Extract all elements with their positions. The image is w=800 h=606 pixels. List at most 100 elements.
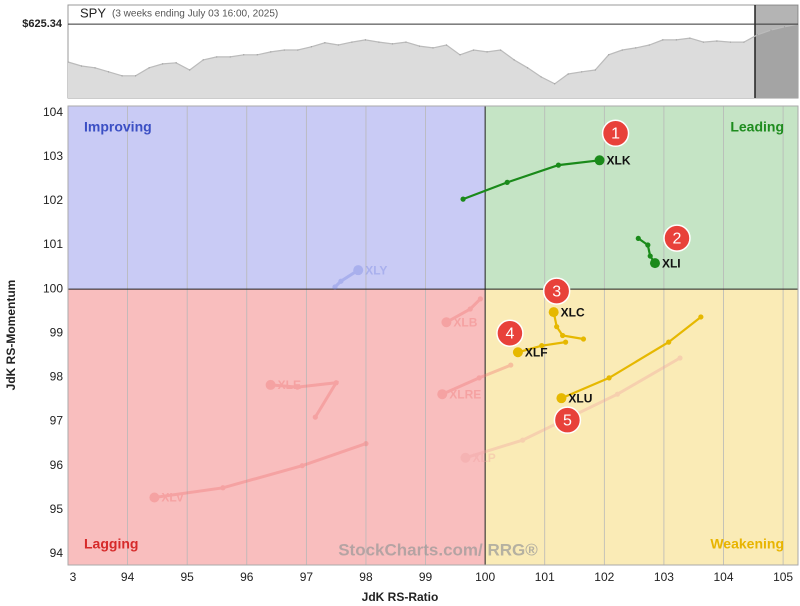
tail-point — [580, 336, 587, 342]
price-label: $625.34 — [22, 18, 63, 30]
price-point — [635, 47, 637, 49]
tail-point — [460, 196, 466, 202]
quadrant-label: Leading — [730, 119, 784, 135]
tail-label: XLC — [561, 305, 585, 319]
price-point — [189, 69, 191, 71]
callout-number: 3 — [552, 283, 561, 300]
price-point — [756, 34, 759, 36]
price-point — [770, 29, 772, 31]
tail: XLC — [548, 305, 587, 342]
x-tick-label: 94 — [121, 570, 135, 584]
y-tick-label: 96 — [50, 458, 64, 472]
y-tick-label: 97 — [50, 414, 64, 428]
x-tick-label: 95 — [181, 570, 195, 584]
callout-number: 1 — [611, 126, 620, 143]
tail: XLE — [265, 378, 340, 420]
price-point — [621, 49, 623, 51]
price-point — [513, 59, 515, 61]
head-point — [548, 307, 559, 318]
tail-line — [441, 363, 512, 396]
quadrant — [68, 289, 486, 565]
price-point — [567, 73, 569, 75]
tail: XLK — [460, 153, 631, 202]
head-point — [512, 347, 523, 358]
tail-point — [467, 306, 473, 312]
price-point — [351, 41, 353, 43]
price-point — [783, 26, 786, 28]
price-point — [472, 49, 475, 51]
x-tick-label: 104 — [713, 570, 733, 584]
price-point — [270, 51, 272, 53]
tail-label: XLI — [662, 256, 681, 270]
quadrant — [485, 289, 798, 565]
price-point — [729, 41, 732, 43]
price-point — [364, 39, 367, 41]
recent-shade — [755, 5, 798, 98]
tail-point — [698, 314, 704, 320]
price-point — [378, 41, 380, 43]
y-tick-label: 94 — [50, 546, 64, 560]
price-point — [418, 45, 421, 47]
head-point — [353, 265, 364, 276]
price-point — [675, 39, 677, 41]
tail-line — [462, 159, 600, 201]
tail-point — [647, 253, 653, 259]
tail: XLV — [149, 441, 369, 505]
head-point — [441, 317, 452, 328]
tail-point — [520, 437, 526, 443]
y-tick-label: 101 — [43, 237, 63, 251]
price-point — [175, 62, 177, 64]
price-point — [594, 69, 596, 71]
price-point — [229, 56, 231, 58]
price-point — [648, 44, 650, 46]
quadrant-label: Weakening — [710, 536, 784, 552]
price-point — [243, 54, 245, 56]
price-point — [202, 59, 204, 61]
tail-point — [554, 324, 560, 330]
tail-point — [606, 375, 612, 381]
tail-label: XLF — [525, 345, 548, 359]
price-point — [432, 47, 434, 49]
price-point — [310, 46, 312, 48]
price-point — [256, 54, 258, 56]
price-point — [459, 54, 461, 56]
price-point — [94, 67, 96, 69]
tail-point — [220, 485, 226, 491]
tail-point — [562, 339, 569, 345]
tail-line — [333, 268, 360, 289]
tail: XLB — [441, 296, 483, 329]
head-point — [594, 155, 605, 166]
quadrant-label: Lagging — [84, 536, 138, 552]
price-point — [702, 41, 704, 43]
price-point — [67, 61, 69, 63]
tail: XLRE — [437, 362, 514, 401]
price-point — [283, 49, 285, 51]
tail-point — [539, 343, 545, 349]
x-tick-label: 101 — [535, 570, 555, 584]
price-point — [148, 67, 150, 69]
y-tick-label: 98 — [50, 370, 64, 384]
x-tick-label: 102 — [594, 570, 614, 584]
callout-number: 4 — [505, 325, 514, 342]
tail-point — [338, 278, 344, 284]
price-point — [662, 39, 664, 41]
tail-line — [552, 311, 584, 341]
callout-number: 2 — [673, 230, 682, 247]
x-axis-title: JdK RS-Ratio — [362, 590, 439, 604]
tail-line — [560, 316, 702, 400]
tail-point — [294, 384, 301, 390]
y-tick-label: 95 — [50, 502, 64, 516]
x-tick-label: 100 — [475, 570, 495, 584]
x-tick-label: 98 — [359, 570, 373, 584]
price-point — [80, 65, 83, 67]
x-tick-label: 96 — [240, 570, 254, 584]
quadrant — [485, 106, 798, 290]
price-point — [391, 43, 394, 45]
price-point — [608, 54, 610, 56]
tail-point — [504, 179, 510, 185]
tail-label: XLV — [161, 491, 183, 505]
tail-point — [645, 242, 651, 248]
tail-point — [332, 284, 338, 290]
tail-line — [270, 380, 340, 418]
